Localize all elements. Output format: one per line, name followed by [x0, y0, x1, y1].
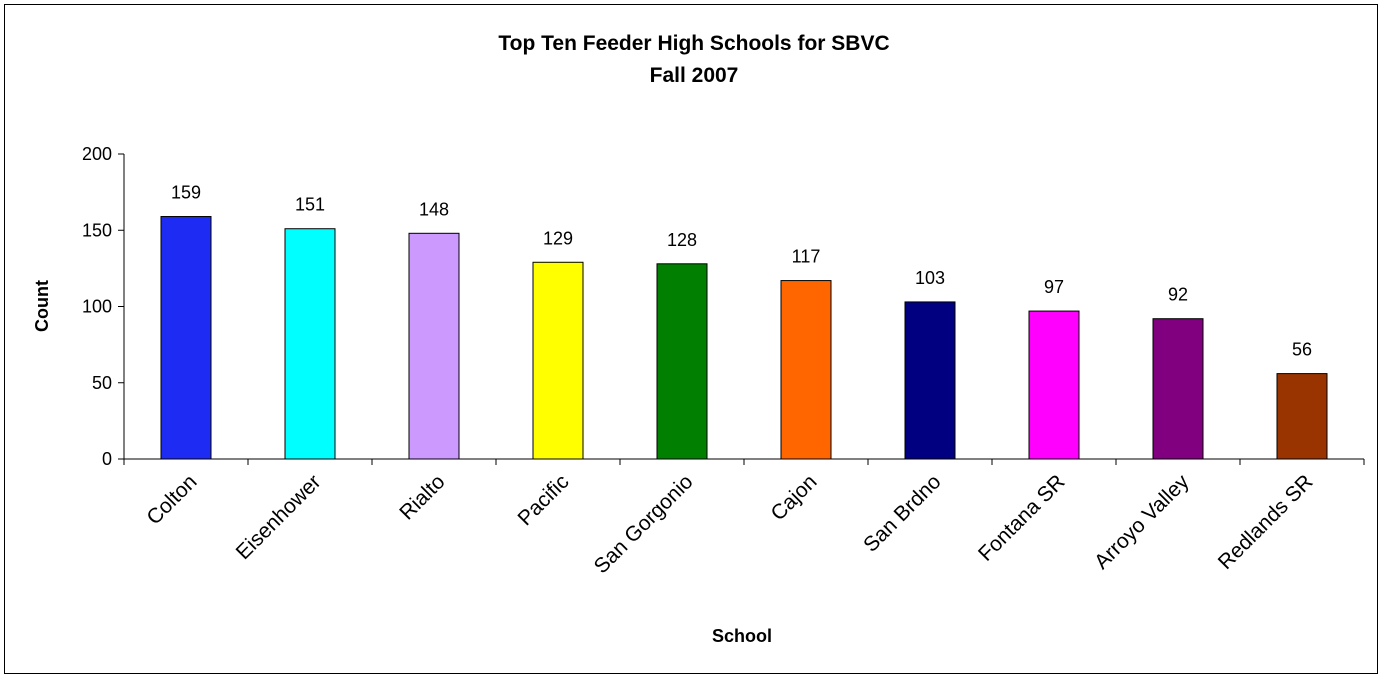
- category-label: Colton: [142, 470, 201, 529]
- x-axis: [123, 458, 1365, 465]
- y-axis-title: Count: [32, 280, 52, 332]
- bar-cajon: [780, 280, 832, 460]
- bars: [160, 216, 1328, 460]
- data-label: 159: [171, 183, 201, 203]
- bar-colton: [160, 216, 212, 460]
- bar-rialto: [408, 232, 460, 460]
- category-label: Eisenhower: [232, 470, 326, 564]
- y-axis: 0 50 100 150 200: [82, 144, 125, 469]
- chart-subtitle: Fall 2007: [650, 64, 739, 87]
- bar-san-gorgonio: [656, 263, 708, 460]
- data-labels: 159 151 148 129 128 117 103 97 92 56: [171, 183, 1312, 360]
- y-tick-label: 200: [82, 144, 112, 164]
- y-tick-label: 100: [82, 297, 112, 317]
- category-label: Rialto: [395, 470, 449, 524]
- category-label: San Brdno: [859, 470, 945, 556]
- y-tick-label: 0: [102, 449, 112, 469]
- category-label: Pacific: [514, 470, 574, 530]
- data-label: 128: [667, 230, 697, 250]
- bar-redlands-sr: [1276, 373, 1328, 460]
- x-axis-title: School: [712, 626, 772, 646]
- data-label: 92: [1168, 285, 1188, 305]
- data-label: 56: [1292, 340, 1312, 360]
- category-label: San Gorgonio: [590, 470, 698, 578]
- bar-eisenhower: [284, 228, 336, 460]
- data-label: 103: [915, 268, 945, 288]
- y-tick-label: 50: [92, 373, 112, 393]
- bar-arroyo-valley: [1152, 318, 1204, 460]
- category-label: Redlands SR: [1214, 470, 1318, 574]
- data-label: 148: [419, 199, 449, 219]
- category-label: Fontana SR: [974, 470, 1070, 566]
- y-tick-label: 150: [82, 220, 112, 240]
- category-label: Cajon: [766, 470, 821, 525]
- data-label: 117: [792, 247, 821, 267]
- bar-fontana-sr: [1028, 310, 1080, 460]
- data-label: 151: [295, 195, 325, 215]
- bar-san-brdno: [904, 301, 956, 460]
- category-labels: Colton Eisenhower Rialto Pacific San Gorgoni…: [142, 470, 1317, 578]
- data-label: 129: [543, 228, 573, 248]
- bar-pacific: [532, 261, 584, 460]
- category-label: Arroyo Valley: [1090, 470, 1194, 574]
- data-label: 97: [1044, 277, 1064, 297]
- chart-title: Top Ten Feeder High Schools for SBVC: [498, 32, 889, 55]
